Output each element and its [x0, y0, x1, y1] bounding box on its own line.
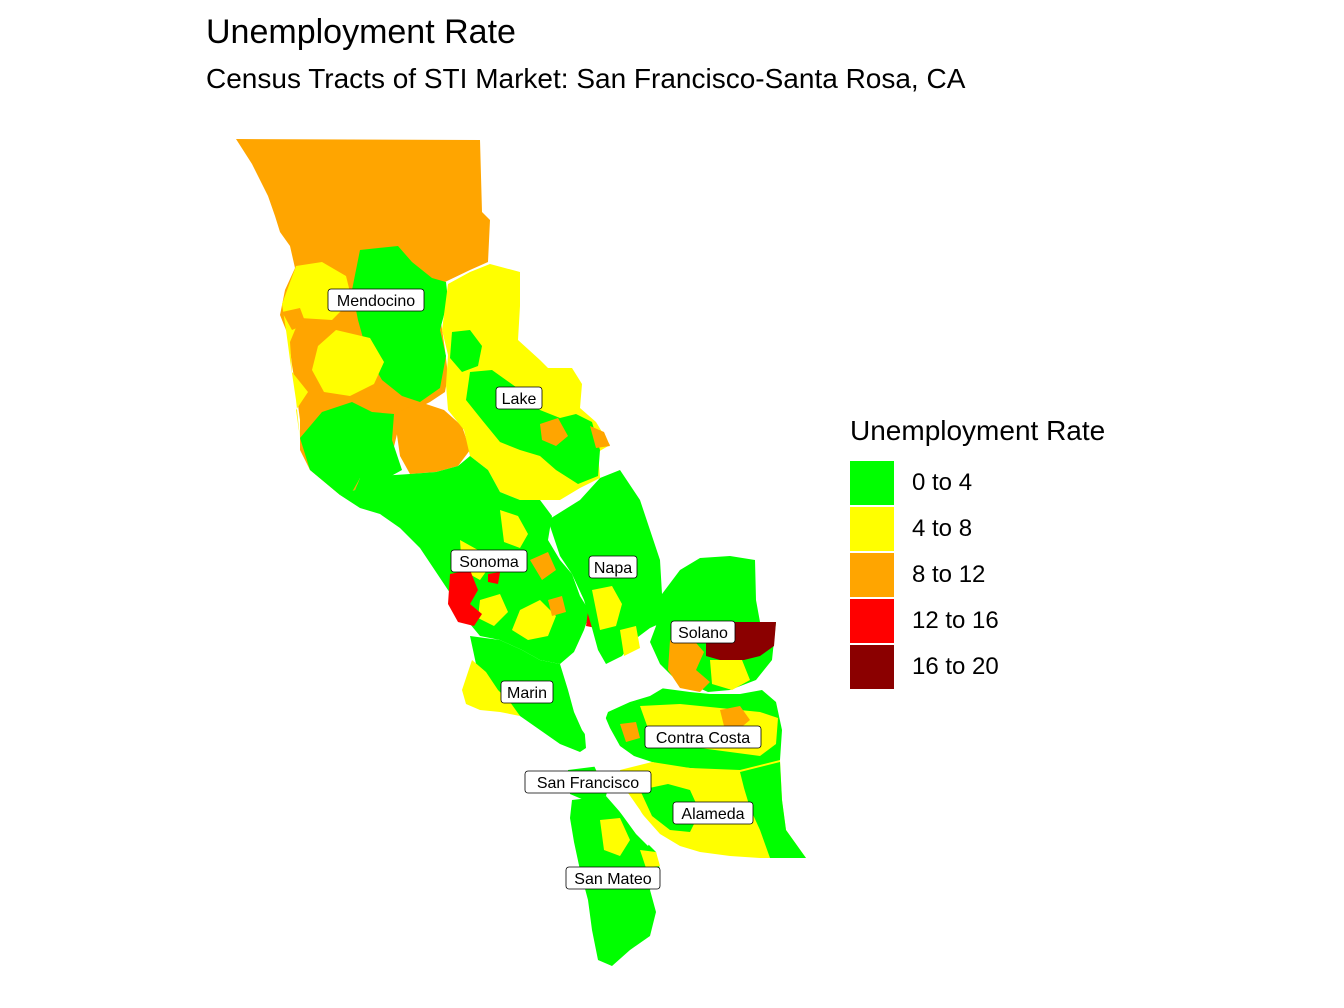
label-sonoma: Sonoma: [450, 549, 528, 573]
san-mateo-tracts-yellow: [600, 818, 660, 868]
label-san-mateo-text: San Mateo: [574, 871, 651, 888]
mendocino-tracts-orange-coast: [282, 308, 306, 330]
label-mendocino: Mendocino: [327, 288, 425, 312]
legend-items: 0 to 4 4 to 8 8 to 12 12 to 16 16 to 20: [850, 460, 1105, 690]
county-mendocino: [236, 139, 490, 495]
county-labels: Mendocino Lake Sonoma Napa Solano Marin …: [327, 288, 762, 890]
legend-swatch: [850, 553, 894, 597]
label-san-francisco-text: San Francisco: [537, 775, 639, 792]
label-solano-text: Solano: [678, 625, 728, 642]
legend-title: Unemployment Rate: [850, 415, 1106, 446]
label-sonoma-text: Sonoma: [459, 554, 519, 571]
solano-tracts-yellow: [710, 660, 750, 690]
legend-item: 8 to 12: [850, 552, 1105, 598]
napa-tracts-yellow: [592, 586, 640, 656]
lake-tracts-green-north: [450, 330, 482, 372]
label-napa-text: Napa: [594, 560, 632, 577]
contra-costa-tracts-orange: [620, 706, 750, 742]
map-title: Unemployment Rate: [206, 13, 516, 51]
legend-swatch: [850, 507, 894, 551]
lake-tracts-orange-east: [590, 426, 610, 448]
legend-label: 8 to 12: [912, 561, 986, 588]
label-alameda: Alameda: [672, 801, 754, 825]
mendocino-tracts-yellow-center: [312, 330, 384, 396]
map-subtitle: Census Tracts of STI Market: San Francis…: [206, 63, 966, 94]
label-lake: Lake: [495, 386, 543, 410]
label-lake-text: Lake: [502, 391, 537, 408]
legend-swatch: [850, 599, 894, 643]
legend-label: 4 to 8: [912, 515, 973, 542]
alameda-tracts-green: [740, 762, 806, 858]
legend-swatch: [850, 461, 894, 505]
mendocino-tracts-green-south: [300, 402, 402, 495]
label-napa: Napa: [588, 555, 638, 579]
label-contra-costa-text: Contra Costa: [656, 730, 750, 747]
label-marin: Marin: [500, 680, 554, 704]
sonoma-tracts-orange: [530, 552, 566, 616]
sonoma-tracts-yellow: [460, 510, 556, 640]
label-solano: Solano: [670, 620, 736, 644]
label-mendocino-text: Mendocino: [337, 293, 415, 310]
label-marin-text: Marin: [507, 685, 547, 702]
label-contra-costa: Contra Costa: [644, 725, 762, 749]
solano-tracts-orange: [668, 636, 710, 692]
legend-item: 12 to 16: [850, 598, 1105, 644]
sonoma-tracts-red: [448, 570, 598, 628]
san-francisco-bay: [584, 672, 670, 846]
legend-label: 12 to 16: [912, 607, 999, 634]
label-san-mateo: San Mateo: [565, 866, 661, 890]
legend-swatch: [850, 645, 894, 689]
legend-label: 0 to 4: [912, 469, 973, 496]
legend: Unemployment Rate 0 to 4 4 to 8 8 to 12 12 …: [850, 414, 1105, 690]
legend-item: 16 to 20: [850, 644, 1105, 690]
mendocino-tracts-orange-inland: [394, 402, 470, 474]
legend-label: 16 to 20: [912, 653, 999, 680]
label-alameda-text: Alameda: [681, 806, 744, 823]
legend-item: 0 to 4: [850, 460, 1105, 506]
label-san-francisco: San Francisco: [524, 770, 652, 794]
lake-tracts-orange: [540, 418, 568, 446]
legend-item: 4 to 8: [850, 506, 1105, 552]
